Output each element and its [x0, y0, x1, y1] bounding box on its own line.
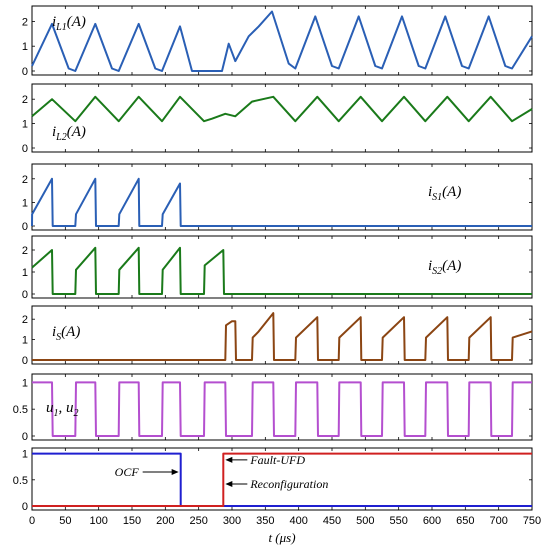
- y-tick-label: 1: [22, 197, 28, 209]
- x-tick-label: 400: [289, 515, 307, 527]
- series-line-navy: [32, 452, 532, 507]
- y-tick-label: 1: [22, 449, 28, 461]
- y-tick-label: 1: [22, 41, 28, 53]
- y-tick-label: 2: [22, 174, 28, 186]
- panel-label: u1, u2: [46, 400, 79, 419]
- x-tick-label: 50: [59, 515, 71, 527]
- y-tick-label: 0: [22, 289, 28, 301]
- series-line-green: [31, 246, 532, 295]
- panel-frame: [31, 373, 533, 441]
- panel-4: 0 1 2 iS2(A): [22, 235, 533, 301]
- annotation-text: Reconfiguration: [249, 477, 328, 491]
- x-tick-label: 600: [423, 515, 441, 527]
- series-line-brown: [32, 312, 533, 361]
- x-tick-label: 700: [489, 515, 507, 527]
- panel-1: 0 1 2 iL1(A): [22, 5, 533, 78]
- y-tick-label: 0.5: [13, 404, 28, 416]
- x-tick-label: 300: [223, 515, 241, 527]
- series-line-blue: [31, 10, 533, 72]
- y-tick-label: 1: [22, 119, 28, 131]
- annotation-arrowhead: [171, 468, 179, 475]
- y-tick-label: 2: [22, 245, 28, 257]
- series-line-green: [31, 95, 533, 123]
- x-tick-label: 550: [389, 515, 407, 527]
- y-tick-label: 1: [22, 377, 28, 389]
- y-tick-label: 0.5: [13, 475, 28, 487]
- y-tick-label: 1: [22, 267, 28, 279]
- panel-frame: [31, 305, 533, 365]
- annotation-text: OCF: [115, 465, 140, 479]
- y-tick-label: 2: [22, 94, 28, 106]
- y-tick-label: 2: [22, 314, 28, 326]
- y-tick-label: 0: [22, 221, 28, 233]
- y-tick-label: 1: [22, 335, 28, 347]
- y-tick-label: 0: [22, 66, 28, 78]
- series-line-purple: [32, 381, 532, 437]
- panel-2: 0 1 2 iL2(A): [22, 83, 533, 155]
- panel-6: 0 0.5 1 u1, u2: [13, 373, 533, 443]
- annotation-arrowhead: [225, 481, 233, 487]
- panel-label: iL2(A): [52, 124, 86, 143]
- x-axis-label: t (μs): [268, 530, 295, 545]
- y-tick-label: 2: [22, 16, 28, 28]
- x-tick-label: 0: [29, 515, 35, 527]
- panel-label: iL1(A): [52, 14, 86, 33]
- y-tick-label: 0: [22, 501, 28, 513]
- panel-label: iS(A): [52, 324, 80, 343]
- y-tick-label: 0: [22, 355, 28, 367]
- panel-label: iS2(A): [428, 258, 461, 277]
- panel-label: iS1(A): [428, 184, 461, 203]
- panel-frame: [31, 447, 533, 511]
- panel-5: 0 1 2 iS(A): [22, 305, 533, 367]
- x-tick-label: 150: [123, 515, 141, 527]
- panel-7: 0 0.5 1 OCF Fault-UFD Reconfiguration: [13, 447, 533, 513]
- x-tick-label: 650: [456, 515, 474, 527]
- series-line-red: [32, 452, 532, 507]
- annotation-text: Fault-UFD: [249, 453, 305, 467]
- series-line-blue: [31, 177, 532, 227]
- x-tick-label: 350: [256, 515, 274, 527]
- x-tick-label: 500: [356, 515, 374, 527]
- panel-frame: [31, 163, 533, 231]
- x-tick-label: 250: [189, 515, 207, 527]
- x-tick-label: 100: [89, 515, 107, 527]
- panel-frame: [31, 5, 533, 76]
- panel-frame: [31, 83, 533, 153]
- x-tick-label: 750: [523, 515, 541, 527]
- y-tick-label: 0: [22, 431, 28, 443]
- x-tick-label: 200: [156, 515, 174, 527]
- y-tick-label: 0: [22, 143, 28, 155]
- panel-3: 0 1 2 iS1(A): [22, 163, 533, 233]
- annotation-arrowhead: [225, 456, 233, 463]
- x-tick-label: 450: [323, 515, 341, 527]
